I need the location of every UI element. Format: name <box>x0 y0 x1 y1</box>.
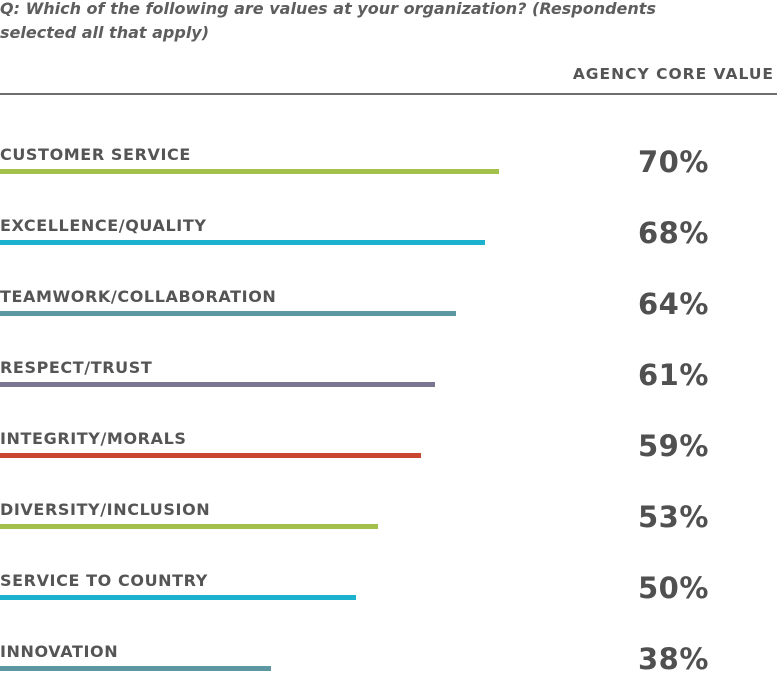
chart-row: INNOVATION 38% <box>0 642 777 682</box>
value-label: 68% <box>638 216 709 250</box>
value-label: 64% <box>638 287 709 321</box>
value-label: 61% <box>638 358 709 392</box>
chart-row: RESPECT/TRUST 61% <box>0 358 777 398</box>
chart-row: SERVICE TO COUNTRY 50% <box>0 571 777 611</box>
value-label: 70% <box>638 145 709 179</box>
value-bar <box>0 169 499 174</box>
value-bar <box>0 240 485 245</box>
question-text: Q: Which of the following are values at … <box>0 0 656 42</box>
chart-row: TEAMWORK/COLLABORATION 64% <box>0 287 777 327</box>
value-label: 59% <box>638 429 709 463</box>
value-label: 50% <box>638 571 709 605</box>
category-label: TEAMWORK/COLLABORATION <box>0 287 277 306</box>
value-bar <box>0 311 456 316</box>
value-bar <box>0 595 356 600</box>
value-bar <box>0 382 435 387</box>
value-label: 38% <box>638 642 709 676</box>
value-bar <box>0 524 378 529</box>
category-label: SERVICE TO COUNTRY <box>0 571 208 590</box>
value-bar <box>0 453 421 458</box>
category-label: RESPECT/TRUST <box>0 358 153 377</box>
chart-row: INTEGRITY/MORALS 59% <box>0 429 777 469</box>
category-label: INNOVATION <box>0 642 119 661</box>
header-divider <box>0 93 777 95</box>
column-header: AGENCY CORE VALUE <box>572 65 774 83</box>
category-label: DIVERSITY/INCLUSION <box>0 500 211 519</box>
category-label: CUSTOMER SERVICE <box>0 145 191 164</box>
value-label: 53% <box>638 500 709 534</box>
chart-row: DIVERSITY/INCLUSION 53% <box>0 500 777 540</box>
category-label: EXCELLENCE/QUALITY <box>0 216 207 235</box>
chart-row: CUSTOMER SERVICE 70% <box>0 145 777 185</box>
category-label: INTEGRITY/MORALS <box>0 429 187 448</box>
chart-row: EXCELLENCE/QUALITY 68% <box>0 216 777 256</box>
